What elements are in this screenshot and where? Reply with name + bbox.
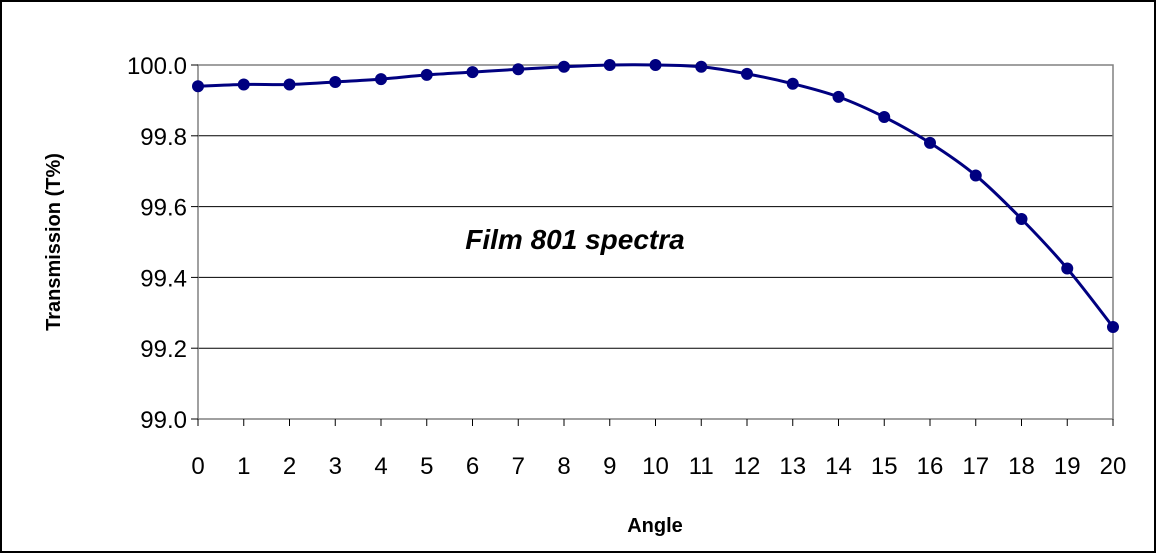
series-layer: [192, 59, 1119, 333]
x-tick-label: 19: [1054, 453, 1081, 480]
x-tick-label: 12: [734, 453, 761, 480]
data-point: [420, 68, 433, 81]
y-tick-label: 100.0: [127, 53, 187, 80]
data-point: [283, 78, 296, 91]
data-point: [878, 111, 891, 124]
data-point: [924, 136, 936, 149]
data-point: [832, 90, 845, 103]
y-tick-label: 99.0: [140, 407, 187, 434]
data-point: [603, 59, 616, 71]
x-tick-label: 9: [603, 453, 616, 480]
gridlines: [198, 135, 1113, 349]
x-tick-label: 2: [283, 453, 296, 480]
x-tick-label: 10: [642, 453, 669, 480]
x-tick-label: 1: [237, 453, 250, 480]
x-tick-label: 16: [917, 453, 944, 480]
x-tick-label: 18: [1008, 453, 1035, 480]
data-point: [466, 66, 479, 79]
y-tick-label: 99.4: [140, 265, 187, 292]
x-tick-label: 14: [825, 453, 852, 480]
x-tick-label: 6: [466, 453, 479, 480]
data-point: [1015, 212, 1028, 225]
data-point: [1107, 320, 1119, 333]
x-tick-label: 3: [329, 453, 342, 480]
data-point: [649, 59, 662, 71]
data-point: [558, 60, 570, 73]
data-point: [786, 77, 799, 90]
data-point: [329, 75, 342, 88]
x-tick-label: 4: [374, 453, 387, 480]
data-point: [512, 63, 525, 76]
data-point: [695, 60, 708, 73]
data-point: [237, 78, 250, 91]
x-tick-label: 13: [779, 453, 806, 480]
x-tick-label: 7: [512, 453, 525, 480]
y-axis-ticks: 99.0 99.2 99.4 99.6 99.8 100.0: [127, 53, 198, 434]
data-point: [375, 73, 387, 86]
y-tick-label: 99.8: [140, 124, 187, 151]
x-tick-label: 0: [191, 453, 204, 480]
x-tick-label: 15: [871, 453, 898, 480]
x-tick-label: 5: [420, 453, 433, 480]
data-point: [741, 67, 753, 80]
x-tick-label: 11: [689, 453, 714, 480]
data-point: [192, 80, 204, 93]
y-tick-label: 99.2: [140, 336, 187, 363]
x-tick-label: 8: [557, 453, 570, 480]
data-point: [969, 169, 982, 182]
x-tick-label: 17: [962, 453, 989, 480]
chart-annotation: Film 801 spectra: [465, 224, 684, 255]
x-tick-label: 20: [1100, 453, 1127, 480]
y-axis-title: Transmission (T%): [43, 153, 65, 331]
data-point: [1061, 262, 1074, 275]
x-axis-title: Angle: [627, 515, 683, 537]
x-axis-ticks: 0 1 2 3 4 5 6 7 8 9 10 11 12 13 14 15 16 17 18 19 20: [191, 419, 1126, 480]
y-tick-label: 99.6: [140, 195, 187, 222]
